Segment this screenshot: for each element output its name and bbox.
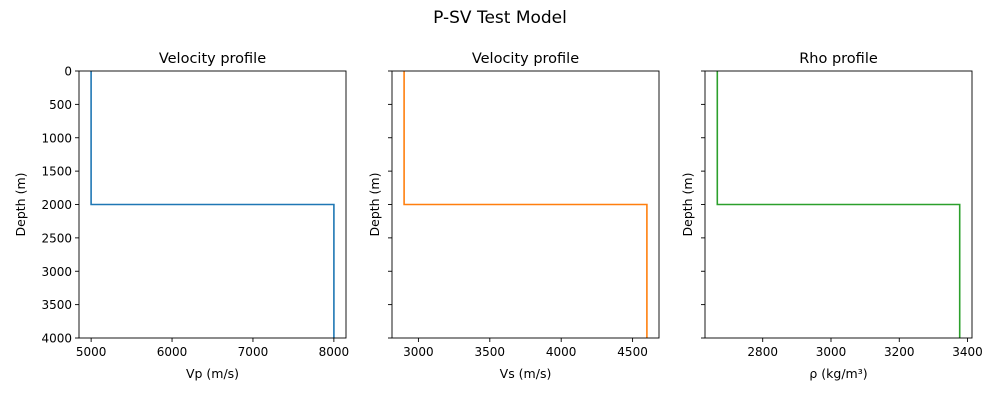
- x-tick-label: 2800: [747, 345, 778, 359]
- y-tick-label: 3500: [41, 298, 72, 312]
- x-tick-label: 7000: [238, 345, 269, 359]
- series-line: [716, 71, 961, 338]
- panel-title: Velocity profile: [472, 51, 579, 67]
- y-axis-label: Depth (m): [367, 173, 382, 237]
- series-line: [403, 71, 648, 338]
- x-tick-label: 8000: [319, 345, 350, 359]
- y-tick-label: 1000: [41, 131, 72, 145]
- x-tick-label: 3000: [403, 345, 434, 359]
- x-tick-label: 3000: [816, 345, 847, 359]
- panel-title: Rho profile: [799, 51, 878, 67]
- y-axis-label: Depth (m): [680, 173, 695, 237]
- x-tick-label: 4500: [617, 345, 648, 359]
- y-tick-label: 2500: [41, 231, 72, 245]
- y-tick-label: 4000: [41, 332, 72, 346]
- y-axis-label: Depth (m): [13, 173, 28, 237]
- panel-1: Velocity profile 5000 6000 7000 8000 0 500 1000…: [13, 51, 349, 381]
- figure-title: P-SV Test Model: [433, 8, 567, 28]
- x-tick-label: 6000: [157, 345, 188, 359]
- x-tick-label: 3200: [884, 345, 915, 359]
- y-tick-label: 500: [49, 98, 72, 112]
- y-tick-label: 2000: [41, 198, 72, 212]
- x-axis-label: Vs (m/s): [500, 366, 552, 381]
- panel-3: Rho profile 2800 3000 3200 3400 ρ (kg/m³) Dept…: [680, 51, 983, 381]
- y-tick-label: 3000: [41, 265, 72, 279]
- x-axis-label: Vp (m/s): [186, 366, 239, 381]
- x-tick-label: 5000: [76, 345, 107, 359]
- panel-2: Velocity profile 3000 3500 4000 4500 Vs (m/s)…: [367, 51, 660, 381]
- y-tick-label: 0: [64, 65, 72, 79]
- x-tick-label: 3500: [475, 345, 506, 359]
- x-tick-label: 3400: [952, 345, 983, 359]
- x-axis-label: ρ (kg/m³): [809, 366, 867, 381]
- y-tick-label: 1500: [41, 165, 72, 179]
- x-tick-label: 4000: [546, 345, 577, 359]
- series-line: [90, 71, 335, 338]
- panel-title: Velocity profile: [159, 51, 266, 67]
